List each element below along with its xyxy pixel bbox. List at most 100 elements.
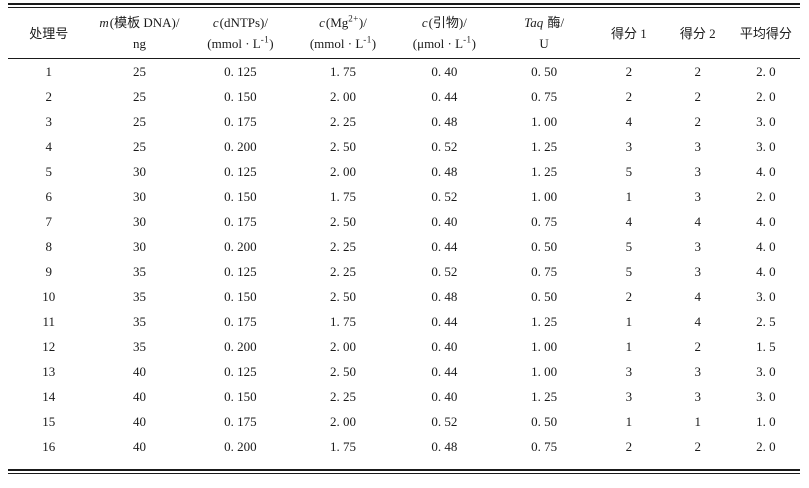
cell: 2 [694,339,702,354]
cell: 0. 150 [224,189,257,204]
cell: 40 [132,414,146,429]
cell: 10 [42,289,56,304]
cell: 1. 25 [531,139,558,154]
cell: 6 [45,189,53,204]
cell: 2. 00 [329,339,356,354]
cell: 11 [42,314,56,329]
orthogonal-experiment-table: 处理号 m(模板 DNA)/ ng c(dNTPs)/ (mmol · L-1)… [8,8,800,459]
cell: 35 [132,289,146,304]
cell: 2. 00 [329,89,356,104]
header-line2: ng [132,36,146,51]
header-label: 平均得分 [739,25,792,41]
cell: 12 [42,339,56,354]
cell: 4 [625,214,633,229]
table-row: 8 30 0. 200 2. 25 0. 44 0. 50 5 3 4. 0 [8,234,800,259]
cell: 35 [132,314,146,329]
table-row: 15 40 0. 175 2. 00 0. 52 0. 50 1 1 1. 0 [8,409,800,434]
table-row: 9 35 0. 125 2. 25 0. 52 0. 75 5 3 4. 0 [8,259,800,284]
cell: 35 [132,264,146,279]
table-row: 16 40 0. 200 1. 75 0. 48 0. 75 2 2 2. 0 [8,434,800,459]
cell: 0. 150 [224,289,257,304]
cell: 16 [42,439,56,454]
cell: 13 [42,364,56,379]
cell: 1. 25 [531,164,558,179]
col-header-mg: c(Mg2+)/ (mmol · L-1) [292,8,395,59]
col-header-primer: c(引物)/ (μmol · L-1) [394,8,494,59]
cell: 5 [45,164,53,179]
cell: 9 [45,264,53,279]
cell: 2. 00 [329,164,356,179]
cell: 0. 175 [224,414,257,429]
cell: 0. 50 [531,64,558,79]
col-header-taq: Taq 酶/ U [494,8,594,59]
cell: 2. 25 [329,114,356,129]
cell: 0. 200 [224,339,257,354]
cell: 5 [625,239,633,254]
table-row: 13 40 0. 125 2. 50 0. 44 1. 00 3 3 3. 0 [8,359,800,384]
header-line1: m(模板 DNA)/ [99,15,180,30]
cell: 1. 25 [531,389,558,404]
cell: 2 [625,64,633,79]
cell: 1. 5 [756,339,776,354]
cell: 0. 52 [431,189,458,204]
cell: 25 [132,139,146,154]
cell: 3. 0 [756,114,776,129]
cell: 3. 0 [756,139,776,154]
cell: 2 [45,89,53,104]
cell: 25 [132,114,146,129]
table-row: 11 35 0. 175 1. 75 0. 44 1. 25 1 4 2. 5 [8,309,800,334]
cell: 0. 200 [224,239,257,254]
var-c: c [212,15,219,30]
cell: 0. 150 [224,389,257,404]
cell: 5 [625,164,633,179]
cell: 35 [132,339,146,354]
cell: 25 [132,64,146,79]
table-row: 12 35 0. 200 2. 00 0. 40 1. 00 1 2 1. 5 [8,334,800,359]
cell: 3 [694,389,702,404]
cell: 0. 52 [431,264,458,279]
cell: 2. 25 [329,239,356,254]
cell: 2. 25 [329,389,356,404]
cell: 2 [694,114,702,129]
cell: 0. 75 [531,89,558,104]
cell: 1. 75 [329,189,356,204]
cell: 3 [694,239,702,254]
cell: 4. 0 [756,264,776,279]
cell: 1 [625,189,633,204]
superscript: -1 [363,34,372,45]
cell: 0. 40 [431,389,458,404]
col-header-score2: 得分 2 [664,8,732,59]
superscript: -1 [260,34,270,45]
header-line2: (μmol · L-1) [412,34,476,51]
header-label: 处理号 [29,25,69,41]
cell: 4. 0 [756,214,776,229]
table-header: 处理号 m(模板 DNA)/ ng c(dNTPs)/ (mmol · L-1)… [8,8,800,59]
cell: 0. 44 [431,364,458,379]
cell: 2. 0 [756,64,776,79]
cell: 3 [625,389,633,404]
cell: 25 [132,89,146,104]
cell: 0. 125 [224,264,257,279]
cell: 14 [42,389,56,404]
cell: 30 [132,214,146,229]
superscript: -1 [463,34,472,45]
cell: 40 [132,364,146,379]
var-taq: Taq [524,15,544,30]
cell: 1. 0 [756,414,776,429]
cell: 0. 200 [224,439,257,454]
cell: 1 [625,314,633,329]
cell: 2. 50 [329,214,356,229]
cell: 0. 44 [431,89,458,104]
cell: 1. 00 [531,114,558,129]
cell: 0. 40 [431,339,458,354]
cell: 0. 44 [431,239,458,254]
table-top-rule [8,3,800,8]
col-header-treatment-no: 处理号 [8,8,90,59]
header-row: 处理号 m(模板 DNA)/ ng c(dNTPs)/ (mmol · L-1)… [8,8,800,59]
table-bottom-rule [8,469,800,474]
cell: 2. 00 [329,414,356,429]
cell: 2. 5 [756,314,776,329]
cell: 0. 200 [224,139,257,154]
cell: 40 [132,439,146,454]
